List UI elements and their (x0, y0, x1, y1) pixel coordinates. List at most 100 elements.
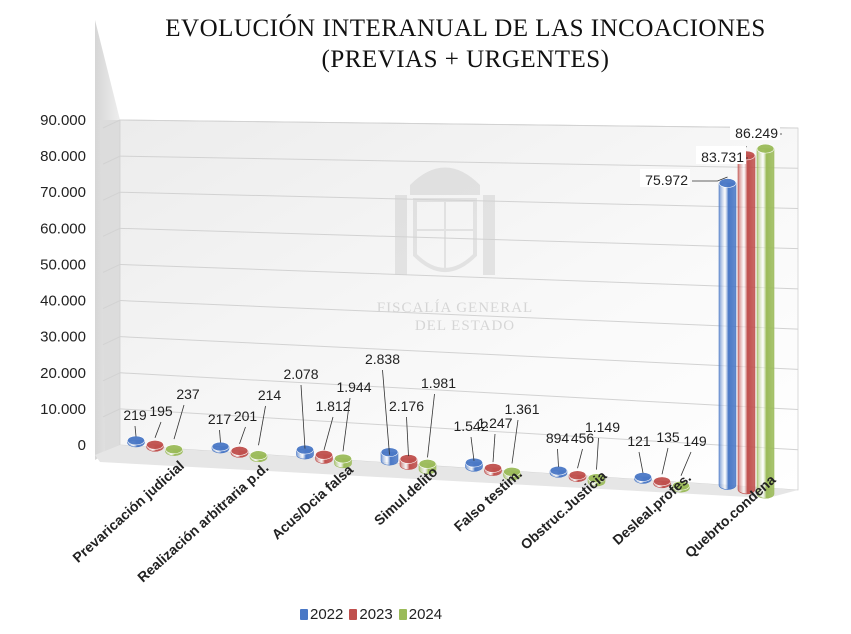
bar-top (587, 473, 606, 483)
data-label: 135 (656, 429, 680, 445)
bar-top (756, 143, 775, 154)
chart-title-line-1: EVOLUCIÓN INTERANUAL DE LAS INCOACIONES (165, 15, 766, 42)
legend-label-2022: 2022 (310, 605, 344, 623)
leader-line (300, 384, 306, 449)
leader-line (511, 419, 519, 464)
watermark-text-1: FISCALÍA GENERAL (377, 299, 533, 316)
gridline-side (102, 119, 121, 129)
y-tick-label: 50.000 (40, 256, 86, 273)
y-tick-label: 20.000 (40, 365, 86, 382)
data-label: 149 (683, 433, 707, 449)
data-label-bg (730, 122, 780, 140)
data-label: 86.249 (735, 125, 778, 141)
gridline-side (102, 227, 121, 237)
data-label: 894 (546, 430, 570, 446)
bar-top (334, 453, 352, 464)
gridline (119, 263, 799, 290)
legend-label-2024: 2024 (408, 605, 443, 623)
watermark-text-2: DEL ESTADO (415, 318, 515, 334)
y-tick-label: 0 (78, 437, 86, 454)
bar-2023-5 (568, 470, 587, 482)
data-label: 195 (149, 403, 173, 419)
bar-top (549, 465, 568, 476)
data-label: 1.981 (421, 375, 456, 391)
bar-2022-0 (127, 435, 145, 448)
data-label-bg (696, 146, 746, 164)
leader-line (638, 451, 644, 474)
gridline-side (102, 300, 121, 310)
data-label: 456 (571, 430, 595, 446)
bar-2024-2 (334, 453, 352, 469)
bar-top (634, 472, 652, 482)
data-label: 237 (176, 386, 200, 402)
legend-swatch-2024 (398, 608, 407, 620)
bar-2023-4 (484, 463, 502, 476)
leader-line (239, 426, 246, 445)
bar-top (146, 439, 164, 450)
bar-top (653, 476, 671, 487)
bar-top (315, 449, 333, 460)
leader-line (661, 447, 669, 475)
bar-2022-6 (634, 472, 652, 484)
leader-line (382, 369, 390, 455)
data-label: 1.361 (504, 401, 539, 417)
bar-body (756, 148, 775, 499)
bar-2022-5 (549, 465, 568, 478)
leader-line (680, 451, 692, 476)
bar-2022-1 (211, 441, 230, 454)
chart-title-line-2: (PREVIAS + URGENTES) (321, 46, 610, 73)
bar-2023-1 (230, 446, 249, 458)
legend-label-2023: 2023 (359, 605, 393, 623)
leader-line (470, 436, 475, 461)
bar-top (418, 459, 437, 469)
legend-swatch-2023 (349, 608, 358, 620)
gridline (119, 119, 799, 129)
leader-line (596, 437, 599, 470)
legend-item-2023: 2023 (349, 605, 393, 623)
data-label: 121 (627, 433, 651, 449)
gridline-side (102, 336, 121, 346)
bar-2023-2 (315, 449, 333, 464)
emblem-pillar-right (483, 195, 495, 275)
leader-line (692, 176, 728, 182)
data-label: 1.944 (336, 379, 371, 395)
gridline (119, 300, 799, 330)
bar-2024-4 (503, 466, 521, 481)
data-label: 2.176 (389, 398, 424, 414)
bar-top (568, 470, 587, 481)
leader-line (577, 448, 583, 469)
data-label: 1.247 (477, 415, 512, 431)
bar-2022-7 (718, 178, 737, 490)
emblem-shield (413, 198, 477, 272)
gridline-side (102, 155, 121, 165)
data-label: 217 (208, 411, 232, 427)
gridline-side (102, 372, 121, 382)
gridline (119, 191, 799, 209)
emblem-crown (410, 167, 480, 195)
bar-2024-0 (165, 444, 183, 456)
bar-body (718, 182, 737, 490)
bar-2023-7 (737, 150, 756, 495)
leader-line (219, 429, 221, 443)
leader-line (427, 393, 435, 458)
legend-swatch-2022 (300, 608, 308, 620)
bar-2024-3 (418, 459, 437, 475)
data-label: 83.731 (701, 149, 744, 165)
gridline-side (102, 408, 121, 418)
data-label: 75.972 (645, 172, 688, 188)
bar-top (211, 441, 230, 452)
leader-line (342, 397, 351, 452)
legend-item-2024: 2024 (398, 605, 443, 623)
side-wall-shade (100, 120, 120, 455)
bar-top (672, 480, 690, 491)
y-tick-label: 70.000 (40, 184, 86, 201)
bar-2023-6 (653, 476, 671, 489)
leader-line (258, 405, 266, 446)
y-tick-label: 90.000 (40, 112, 86, 129)
y-tick-label: 60.000 (40, 220, 86, 237)
data-label: 2.078 (283, 366, 318, 382)
data-label: 2.838 (365, 351, 400, 367)
bar-top (249, 450, 268, 461)
